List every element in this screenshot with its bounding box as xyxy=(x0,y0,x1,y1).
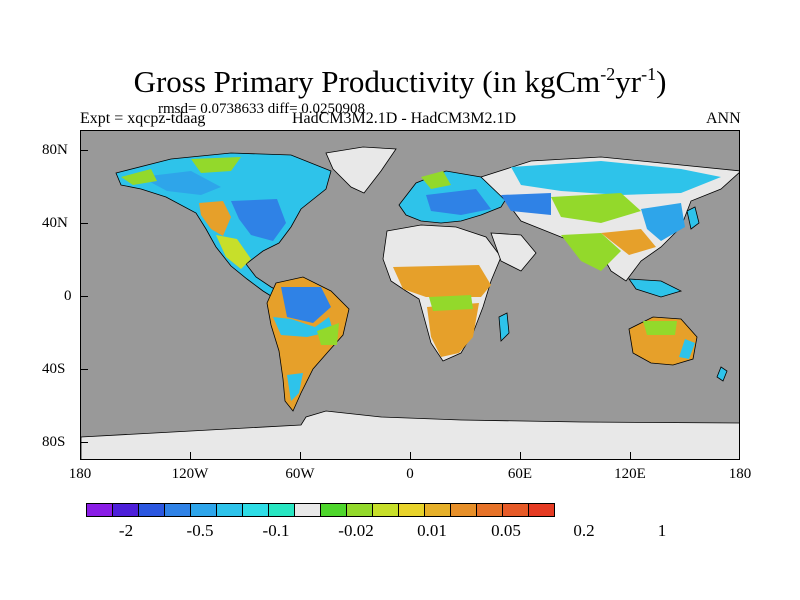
colorbar xyxy=(86,503,555,517)
y-tick xyxy=(80,150,88,151)
world-map xyxy=(80,130,740,460)
y-tick xyxy=(80,296,88,297)
colorbar-swatch xyxy=(138,503,165,517)
colorbar-label: 0.01 xyxy=(417,521,447,540)
land-japan xyxy=(686,206,700,230)
sa-blue-amazon xyxy=(281,287,331,323)
land-madagascar xyxy=(498,312,510,342)
land-new-zealand xyxy=(716,366,728,382)
colorbar-swatch xyxy=(190,503,217,517)
rmsd-diff-stats: rmsd= 0.0738633 diff= 0.0250908 xyxy=(158,101,366,117)
x-axis-label: 60W xyxy=(285,466,315,482)
y-tick xyxy=(80,442,88,443)
af-orange-sahel xyxy=(393,265,491,297)
na-blue-east xyxy=(231,199,286,241)
colorbar-label: -2 xyxy=(118,521,134,540)
na-blue-north xyxy=(141,171,221,195)
as-green-central xyxy=(551,193,641,223)
af-green-central xyxy=(429,295,473,311)
x-tick xyxy=(520,452,521,460)
colorbar-swatch xyxy=(216,503,243,517)
season-label: ANN xyxy=(706,110,741,127)
colorbar-label: 0.05 xyxy=(491,521,521,540)
model-comparison-label: HadCM3M2.1D - HadCM3M2.1D xyxy=(292,110,516,127)
colorbar-label: 0.2 xyxy=(573,521,595,540)
x-tick xyxy=(300,452,301,460)
map-canvas xyxy=(81,146,739,459)
au-cyan-east xyxy=(679,339,695,359)
colorbar-swatch xyxy=(164,503,191,517)
experiment-label: Expt = xqcpz-tdaag xyxy=(80,110,206,127)
land-arabia xyxy=(490,232,537,272)
colorbar-swatch xyxy=(528,503,555,517)
colorbar-label: -0.02 xyxy=(338,521,374,540)
na-orange-west xyxy=(199,201,231,236)
colorbar-swatch xyxy=(502,503,529,517)
na-green-mexico xyxy=(216,235,251,269)
colorbar-swatch xyxy=(294,503,321,517)
sa-cyan-south xyxy=(287,373,303,401)
as-blue-west xyxy=(501,193,551,215)
x-axis-label: 120E xyxy=(614,466,646,482)
as-green-india xyxy=(561,233,621,271)
colorbar-swatch xyxy=(398,503,425,517)
y-axis-label: 80S xyxy=(42,434,66,450)
land-se-asia xyxy=(628,278,683,298)
x-tick xyxy=(630,452,631,460)
sa-green-east xyxy=(317,323,339,345)
land-greenland xyxy=(325,146,397,194)
chart-title: Gross Primary Productivity (in kgCm-2yr-… xyxy=(133,64,667,99)
x-axis-label: 0 xyxy=(406,466,414,482)
x-axis-label: 120W xyxy=(171,466,209,482)
colorbar-swatch xyxy=(476,503,503,517)
y-axis-label: 80N xyxy=(42,142,68,158)
y-tick xyxy=(80,369,88,370)
colorbar-swatch xyxy=(424,503,451,517)
x-axis-label: 180 xyxy=(68,466,92,482)
y-axis-label: 40S xyxy=(42,361,66,377)
as-orange-china xyxy=(601,229,656,255)
colorbar-swatch xyxy=(320,503,347,517)
af-orange-south xyxy=(427,303,479,357)
colorbar-label: 1 xyxy=(657,521,667,540)
land-antarctica xyxy=(81,410,739,459)
as-cyan-siberia xyxy=(511,161,721,195)
colorbar-swatch xyxy=(112,503,139,517)
na-green-alaska xyxy=(121,169,157,185)
colorbar-label: -0.5 xyxy=(186,521,214,540)
colorbar-swatch xyxy=(268,503,295,517)
colorbar-swatch xyxy=(372,503,399,517)
y-axis-label: 40N xyxy=(42,215,68,231)
x-axis-label: 60E xyxy=(507,466,533,482)
y-tick xyxy=(80,223,88,224)
colorbar-swatch xyxy=(346,503,373,517)
as-blue-east xyxy=(641,203,685,241)
eu-green xyxy=(421,171,451,189)
colorbar-swatch xyxy=(86,503,113,517)
y-axis-label: 0 xyxy=(64,288,72,304)
x-tick xyxy=(410,452,411,460)
eu-blue xyxy=(426,189,491,215)
colorbar-label: -0.1 xyxy=(262,521,290,540)
colorbar-swatch xyxy=(242,503,269,517)
na-green-canada xyxy=(191,157,241,173)
x-axis-label: 180 xyxy=(728,466,752,482)
colorbar-swatch xyxy=(450,503,477,517)
au-green-north xyxy=(643,321,677,335)
x-tick xyxy=(190,452,191,460)
